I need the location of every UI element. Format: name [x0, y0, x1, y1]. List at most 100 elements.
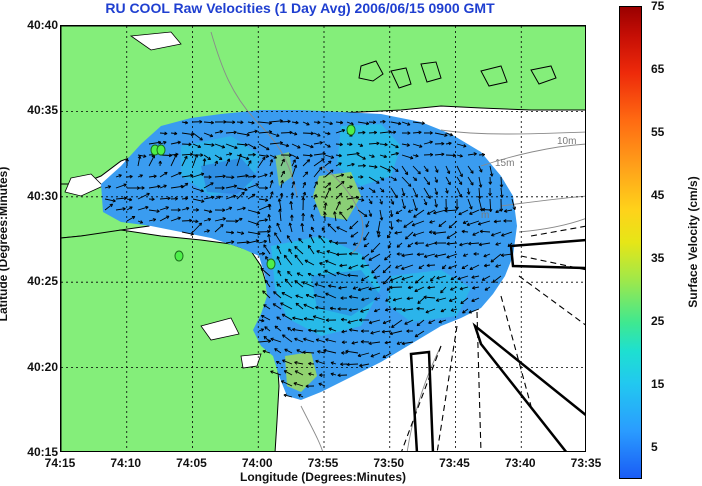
velocity-vector: [284, 348, 293, 354]
velocity-vector: [445, 165, 450, 174]
velocity-vector-head: [199, 137, 203, 141]
velocity-vector: [357, 131, 366, 134]
velocity-vector-head: [245, 173, 249, 178]
velocity-vector-head: [336, 271, 340, 276]
contour-label-15m: 15m: [495, 158, 514, 169]
velocity-vector: [214, 217, 226, 222]
velocity-vector: [305, 294, 315, 299]
velocity-vector: [269, 180, 273, 189]
velocity-vector-head: [273, 155, 277, 159]
velocity-vector: [433, 209, 447, 214]
velocity-vector: [307, 273, 315, 277]
velocity-vector-head: [413, 177, 418, 182]
velocity-vector: [126, 206, 133, 211]
velocity-vector-head: [478, 242, 482, 247]
velocity-vector: [316, 250, 326, 255]
velocity-vector-head: [468, 310, 472, 314]
velocity-vector-head: [257, 231, 261, 236]
velocity-vector-head: [279, 192, 284, 197]
velocity-vector-head: [287, 119, 291, 124]
velocity-vector-head: [200, 172, 205, 177]
velocity-vector-head: [239, 217, 243, 222]
contour-label-group: 10m 15m m: [481, 136, 576, 221]
velocity-vector-head: [339, 211, 343, 215]
velocity-vector-head: [503, 219, 507, 223]
velocity-vector-head: [129, 174, 133, 179]
velocity-vector: [148, 155, 155, 167]
velocity-vector: [491, 231, 502, 236]
velocity-vector-head: [407, 244, 411, 248]
velocity-vector-head: [339, 263, 343, 268]
velocity-vector-head: [208, 209, 213, 214]
velocity-vector-head: [425, 310, 429, 314]
velocity-vector-head: [429, 131, 433, 135]
velocity-vector-head: [214, 160, 218, 164]
velocity-vector-head: [270, 370, 274, 374]
velocity-vector-head: [260, 328, 265, 332]
velocity-vector-head: [164, 171, 168, 176]
velocity-vector-head: [288, 248, 292, 252]
velocity-vector: [307, 245, 315, 255]
velocity-vector: [401, 165, 409, 175]
velocity-vector: [236, 175, 249, 178]
velocity-vector-head: [430, 152, 434, 157]
velocity-vector-head: [368, 257, 372, 261]
velocity-vector: [448, 220, 458, 229]
velocity-vector-head: [365, 121, 370, 126]
velocity-vector-head: [180, 184, 184, 189]
velocity-vector-head: [297, 145, 301, 149]
velocity-vector: [357, 121, 369, 125]
velocity-vector-head: [412, 232, 417, 237]
velocity-vector: [236, 241, 250, 244]
velocity-vector-head: [277, 270, 281, 274]
velocity-vector-head: [450, 308, 455, 312]
velocity-vector: [181, 182, 189, 189]
velocity-vector-head: [348, 251, 352, 256]
velocity-vector: [389, 286, 403, 288]
velocity-vector: [192, 132, 203, 141]
velocity-vector-head: [302, 181, 307, 186]
y-tick-label: 40:30: [27, 188, 58, 203]
velocity-vector-head: [488, 192, 492, 197]
velocity-vector-head: [461, 265, 466, 270]
velocity-vector-head: [276, 222, 280, 227]
velocity-vector: [280, 143, 290, 147]
velocity-vector: [264, 326, 271, 332]
velocity-vector: [416, 253, 425, 255]
chart-title: RU COOL Raw Velocities (1 Day Avg) 2006/…: [105, 0, 495, 16]
velocity-vector: [401, 154, 414, 159]
velocity-vector-head: [380, 177, 385, 181]
velocity-vector: [423, 187, 431, 199]
map-plot-area[interactable]: 10m 15m m: [60, 25, 586, 452]
velocity-vector-head: [294, 254, 298, 259]
velocity-vector: [357, 286, 370, 291]
velocity-vector: [472, 231, 480, 236]
velocity-vector: [325, 260, 337, 266]
velocity-vector: [423, 296, 436, 299]
velocity-vector: [461, 264, 469, 269]
velocity-vector-head: [163, 140, 167, 145]
velocity-vector-head: [328, 327, 332, 331]
velocity-vector: [370, 330, 381, 334]
velocity-vector-head: [336, 252, 340, 257]
velocity-vector: [274, 348, 282, 354]
x-tick-label: 73:55: [307, 456, 339, 470]
velocity-vector: [302, 132, 314, 134]
x-tick-label: 73:50: [373, 456, 405, 470]
velocity-vector-head: [201, 199, 205, 203]
velocity-vector: [203, 182, 214, 189]
velocity-vector-head: [296, 272, 301, 276]
velocity-vector: [339, 264, 348, 267]
velocity-vector-head: [428, 320, 432, 324]
velocity-vector: [445, 176, 451, 185]
velocity-vector-head: [402, 308, 406, 312]
velocity-vector-head: [393, 307, 397, 311]
velocity-vector-head: [461, 229, 465, 234]
velocity-vector-head: [348, 308, 352, 312]
velocity-vector-head: [360, 175, 364, 179]
velocity-vector-head: [426, 211, 431, 215]
velocity-vector-head: [310, 226, 315, 231]
velocity-vector-head: [361, 256, 366, 260]
velocity-vector-head: [268, 121, 272, 125]
velocity-vector: [391, 319, 403, 328]
